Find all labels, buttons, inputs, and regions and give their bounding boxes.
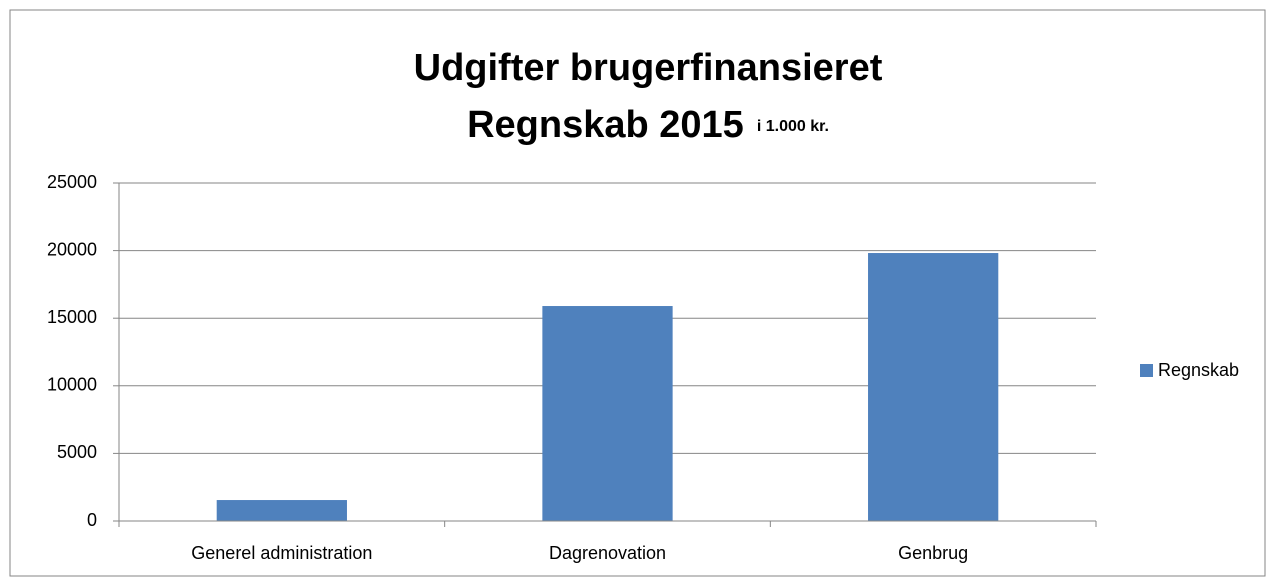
chart-title: Udgifter brugerfinansieret	[414, 47, 883, 89]
chart-subtitle: Regnskab 2015 i 1.000 kr.	[467, 104, 829, 146]
x-tick-label: Genbrug	[898, 543, 968, 563]
x-tick-label: Generel administration	[191, 543, 372, 563]
y-tick-label: 0	[87, 510, 97, 530]
y-tick-label: 20000	[47, 239, 97, 259]
y-tick-label: 15000	[47, 307, 97, 327]
bar	[216, 500, 347, 521]
bar	[542, 306, 673, 521]
y-tick-label: 5000	[57, 442, 97, 462]
y-tick-label: 10000	[47, 375, 97, 395]
x-tick-label: Dagrenovation	[549, 543, 666, 563]
y-tick-label: 25000	[47, 172, 97, 192]
legend-swatch	[1140, 364, 1153, 377]
legend-label: Regnskab	[1158, 360, 1239, 380]
bar	[868, 253, 999, 521]
subtitle: Regnskab 2015	[467, 104, 744, 146]
unit-note: i 1.000 kr.	[757, 118, 829, 135]
